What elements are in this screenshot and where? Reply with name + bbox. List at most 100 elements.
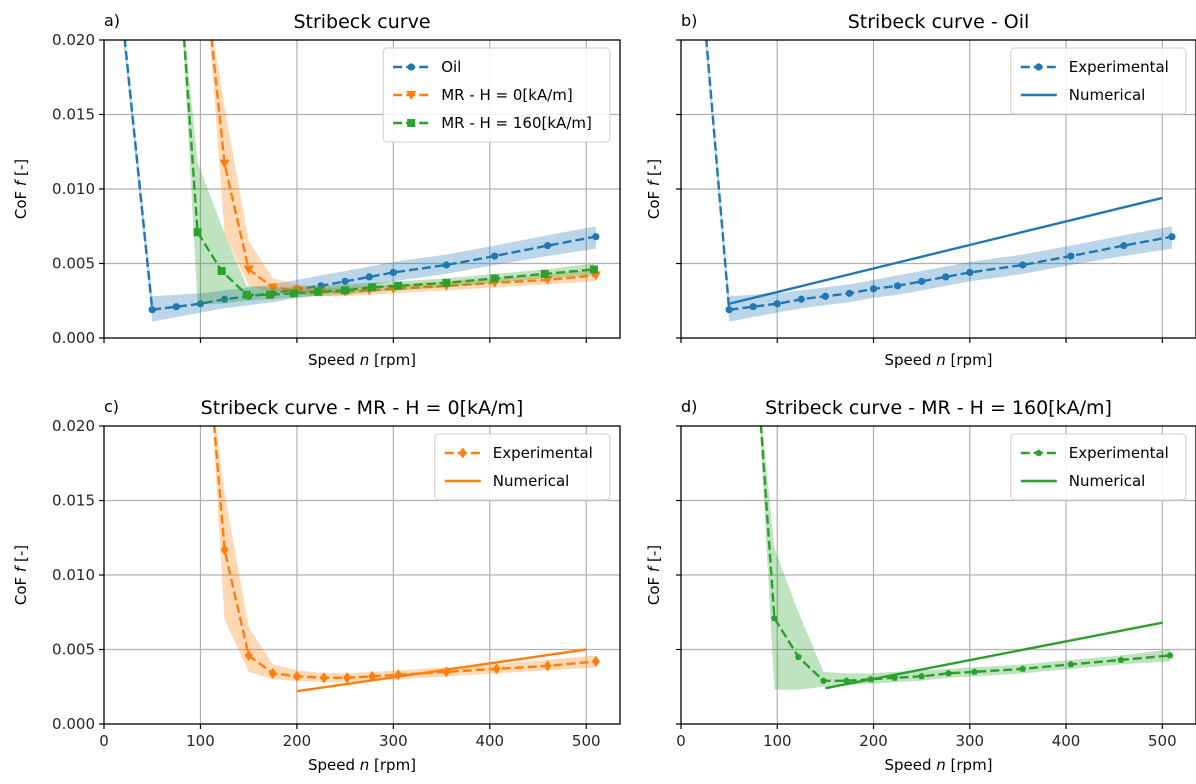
legend-label: Experimental bbox=[1069, 58, 1169, 76]
legend-item: Experimental bbox=[1020, 444, 1169, 462]
data-point bbox=[220, 544, 229, 556]
data-point bbox=[590, 271, 601, 281]
data-point bbox=[942, 273, 950, 281]
data-point bbox=[267, 283, 278, 293]
data-point bbox=[193, 228, 202, 237]
data-point bbox=[442, 278, 451, 287]
data-point bbox=[795, 653, 802, 660]
y-axis-label: CoF f [-] bbox=[645, 159, 663, 219]
x-tick-label: 0 bbox=[676, 732, 686, 750]
data-point bbox=[918, 277, 926, 285]
data-point bbox=[845, 289, 854, 297]
confidence-band bbox=[183, 40, 594, 304]
data-point bbox=[893, 282, 902, 290]
legend-label: Experimental bbox=[1069, 444, 1169, 462]
data-point bbox=[179, 21, 187, 29]
x-tick-label: 100 bbox=[763, 732, 792, 750]
data-point bbox=[1117, 656, 1125, 663]
data-point bbox=[770, 614, 778, 622]
data-point bbox=[319, 672, 328, 684]
legend-marker bbox=[407, 119, 416, 127]
x-tick-label: 400 bbox=[475, 732, 504, 750]
legend-item: Numerical bbox=[444, 472, 569, 490]
legend-label: Oil bbox=[441, 58, 461, 76]
x-tick-label: 400 bbox=[1052, 732, 1081, 750]
y-tick-label: 0.015 bbox=[52, 106, 95, 124]
y-tick-label: 0.020 bbox=[52, 417, 95, 435]
confidence-band bbox=[123, 40, 596, 322]
data-point bbox=[268, 667, 277, 679]
data-point bbox=[243, 265, 254, 275]
data-point bbox=[242, 290, 251, 299]
data-point bbox=[540, 269, 549, 278]
legend: Experimental Numerical bbox=[1010, 47, 1187, 115]
y-tick-label: 0.015 bbox=[52, 492, 95, 510]
legend-label: Numerical bbox=[1069, 86, 1146, 104]
data-point bbox=[265, 290, 274, 299]
data-point bbox=[491, 252, 499, 260]
data-point bbox=[368, 283, 377, 292]
data-point bbox=[701, 22, 708, 29]
data-point bbox=[542, 275, 553, 285]
legend-label: Numerical bbox=[1069, 472, 1146, 490]
data-point bbox=[244, 649, 253, 661]
x-tick-label: 200 bbox=[859, 732, 888, 750]
legend-label: MR - H = 0[kA/m] bbox=[441, 86, 573, 104]
series-line bbox=[296, 648, 587, 693]
ticks: 0 100 200 300 400 500 bbox=[676, 425, 1177, 750]
data-point bbox=[1019, 261, 1027, 269]
data-point bbox=[591, 655, 600, 667]
confidence-band bbox=[759, 426, 1171, 690]
panel-a: 0.000 0.005 0.010 0.015 0.020 Speed n [rpm] Co… bbox=[12, 11, 621, 369]
data-point bbox=[314, 287, 323, 296]
y-tick-label: 0.010 bbox=[52, 180, 95, 198]
y-tick-label: 0.000 bbox=[52, 329, 95, 347]
series-line bbox=[123, 40, 597, 312]
data-point bbox=[592, 233, 600, 241]
data-point bbox=[797, 295, 805, 303]
x-tick-label: 100 bbox=[186, 732, 215, 750]
legend-marker bbox=[407, 63, 415, 71]
plot-area bbox=[701, 22, 1176, 322]
series-1 bbox=[825, 621, 1163, 690]
panel-label: b) bbox=[681, 11, 697, 30]
panel-c: 0 100 200 300 400 500 0.000 0.005 0.010 0.015 0.02… bbox=[12, 397, 621, 774]
x-tick-label: 500 bbox=[1148, 732, 1177, 750]
legend-item: Numerical bbox=[1020, 86, 1146, 104]
y-axis-label: CoF f [-] bbox=[645, 545, 663, 605]
legend-marker bbox=[406, 91, 417, 100]
data-point bbox=[317, 282, 325, 290]
data-point bbox=[172, 303, 180, 311]
legend-item: MR - H = 0[kA/m] bbox=[393, 86, 573, 104]
legend-marker bbox=[1035, 449, 1043, 456]
legend-label: Experimental bbox=[493, 444, 593, 462]
data-point bbox=[1067, 252, 1075, 260]
x-tick-label: 300 bbox=[379, 732, 408, 750]
data-point bbox=[966, 268, 974, 277]
y-tick-label: 0.010 bbox=[52, 566, 95, 584]
data-point bbox=[869, 285, 878, 293]
y-axis-label: CoF f [-] bbox=[12, 159, 30, 219]
x-axis-label: Speed n [rpm] bbox=[308, 756, 416, 774]
legend-item: Oil bbox=[393, 58, 461, 76]
data-point bbox=[343, 672, 352, 684]
x-axis-label: Speed n [rpm] bbox=[884, 351, 992, 369]
legend: Oil MR - H = 0[kA/m] MR - H = 160[kA/m] bbox=[382, 47, 611, 143]
panel-b: Speed n [rpm] CoF f [-] Stribeck curve - O… bbox=[645, 11, 1196, 369]
data-point bbox=[773, 300, 781, 308]
data-point bbox=[843, 677, 850, 684]
legend-item: Experimental bbox=[1020, 58, 1169, 76]
legend-box bbox=[1010, 47, 1187, 115]
data-point bbox=[290, 289, 299, 298]
data-point bbox=[725, 306, 733, 314]
series-0 bbox=[701, 22, 1176, 322]
series-2 bbox=[179, 21, 598, 304]
data-point bbox=[148, 306, 156, 314]
series-line bbox=[728, 196, 1163, 305]
ticks: 0 100 200 300 400 500 0.000 0.005 0.010 0.015 0.02… bbox=[52, 417, 601, 750]
series-0 bbox=[759, 426, 1174, 690]
data-point bbox=[1019, 665, 1027, 672]
data-point bbox=[544, 242, 552, 250]
x-tick-label: 0 bbox=[99, 732, 109, 750]
data-point bbox=[1120, 242, 1128, 250]
